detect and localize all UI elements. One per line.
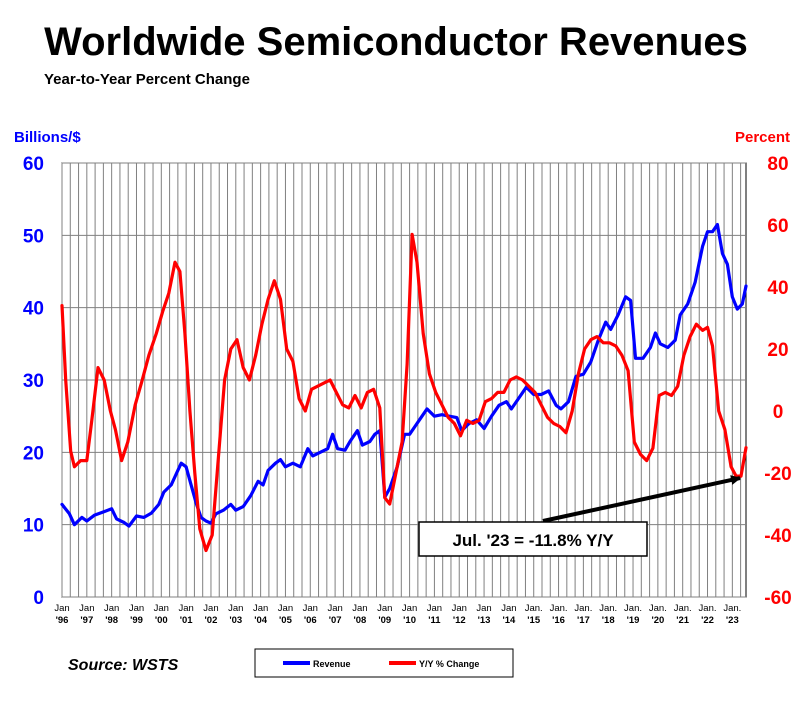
x-tick-label-bottom: '07 [329, 615, 342, 626]
x-tick-label-top: Jan [129, 603, 144, 614]
x-tick-label-top: Jan [327, 603, 342, 614]
x-tick-label-bottom: '04 [254, 615, 268, 626]
x-tick-label-top: Jan. [699, 603, 717, 614]
x-tick-label-top: Jan [303, 603, 318, 614]
x-tick-label-top: Jan. [574, 603, 592, 614]
left-tick-label: 40 [23, 299, 44, 320]
x-tick-label-bottom: '17 [577, 615, 590, 626]
x-tick-label-top: Jan [104, 603, 119, 614]
x-tick-label-bottom: '02 [205, 615, 218, 626]
x-tick-label-bottom: '22 [701, 615, 714, 626]
legend: Revenue Y/Y % Change [254, 648, 514, 678]
x-tick-label-top: Jan. [723, 603, 741, 614]
x-tick-label-top: Jan. [674, 603, 692, 614]
left-tick-label: 60 [23, 154, 44, 175]
x-tick-label-top: Jan. [599, 603, 617, 614]
right-tick-label: 40 [767, 278, 788, 299]
x-axis: Jan'96Jan'97Jan'98Jan'99Jan'00Jan'01Jan'… [54, 603, 741, 626]
x-tick-label-top: Jan [501, 603, 516, 614]
right-axis: -60 -40 -20 0 20 40 60 80 [764, 154, 791, 609]
left-tick-label: 30 [23, 371, 44, 392]
x-tick-label-bottom: '00 [155, 615, 168, 626]
x-tick-label-top: Jan [452, 603, 467, 614]
left-tick-label: 0 [33, 588, 44, 609]
x-tick-label-top: Jan. [525, 603, 543, 614]
x-tick-label-bottom: '99 [130, 615, 143, 626]
chart-subtitle: Year-to-Year Percent Change [44, 71, 250, 88]
x-tick-label-bottom: '21 [676, 615, 690, 626]
x-tick-label-top: Jan [228, 603, 243, 614]
right-tick-label: 0 [773, 402, 784, 423]
x-tick-label-bottom: '05 [279, 615, 293, 626]
x-tick-label-top: Jan. [550, 603, 568, 614]
series-layer [60, 222, 748, 553]
x-tick-label-top: Jan [154, 603, 169, 614]
left-tick-label: 10 [23, 516, 44, 537]
left-axis: 0 10 20 30 40 50 60 [23, 154, 44, 609]
x-tick-label-top: Jan [377, 603, 392, 614]
annotation-box [418, 521, 648, 557]
x-tick-label-bottom: '11 [428, 615, 441, 626]
x-tick-label-bottom: '20 [651, 615, 664, 626]
x-tick-label-bottom: '15 [527, 615, 541, 626]
left-tick-label: 50 [23, 226, 44, 247]
x-tick-label-bottom: '96 [56, 615, 69, 626]
x-tick-label-bottom: '01 [180, 615, 194, 626]
x-tick-label-top: Jan [352, 603, 367, 614]
x-tick-label-bottom: '16 [552, 615, 565, 626]
x-tick-label-bottom: '10 [403, 615, 416, 626]
x-tick-label-bottom: '23 [726, 615, 739, 626]
x-tick-label-top: Jan [54, 603, 69, 614]
legend-label-revenue: Revenue [313, 659, 351, 669]
x-tick-label-bottom: '97 [80, 615, 93, 626]
x-tick-label-top: Jan [476, 603, 491, 614]
x-tick-label-bottom: '18 [602, 615, 615, 626]
annotation-arrow [542, 475, 741, 523]
x-tick-label-top: Jan [402, 603, 417, 614]
x-tick-label-top: Jan [178, 603, 193, 614]
x-tick-label-bottom: '13 [478, 615, 491, 626]
left-axis-label: Billions/$ [14, 129, 81, 146]
annotation: Jul. '23 = -11.8% Y/Y [418, 475, 741, 557]
right-tick-label: 20 [767, 340, 788, 361]
right-tick-label: 60 [767, 216, 788, 237]
x-tick-label-top: Jan. [624, 603, 642, 614]
x-tick-label-bottom: '09 [378, 615, 391, 626]
x-tick-label-bottom: '08 [354, 615, 367, 626]
right-tick-label: -60 [764, 588, 791, 609]
x-tick-label-top: Jan [253, 603, 268, 614]
x-tick-label-top: Jan [278, 603, 293, 614]
x-tick-label-top: Jan [79, 603, 94, 614]
x-tick-label-bottom: '03 [229, 615, 242, 626]
annotation-text: Jul. '23 = -11.8% Y/Y [452, 531, 614, 550]
right-tick-label: -20 [764, 464, 791, 485]
series-line-yy-change [60, 232, 748, 553]
right-tick-label: 80 [767, 154, 788, 175]
x-tick-label-bottom: '14 [502, 615, 516, 626]
right-tick-label: -40 [764, 526, 791, 547]
x-tick-label-bottom: '06 [304, 615, 317, 626]
x-tick-label-top: Jan [203, 603, 218, 614]
x-tick-label-bottom: '19 [627, 615, 640, 626]
right-axis-label: Percent [735, 129, 790, 146]
x-tick-label-top: Jan [427, 603, 442, 614]
legend-label-yy-change: Y/Y % Change [419, 659, 479, 669]
x-tick-label-top: Jan. [649, 603, 667, 614]
x-tick-label-bottom: '12 [453, 615, 466, 626]
left-tick-label: 20 [23, 443, 44, 464]
x-tick-label-bottom: '98 [105, 615, 118, 626]
chart-title: Worldwide Semiconductor Revenues [44, 20, 748, 64]
source-note: Source: WSTS [68, 657, 179, 674]
